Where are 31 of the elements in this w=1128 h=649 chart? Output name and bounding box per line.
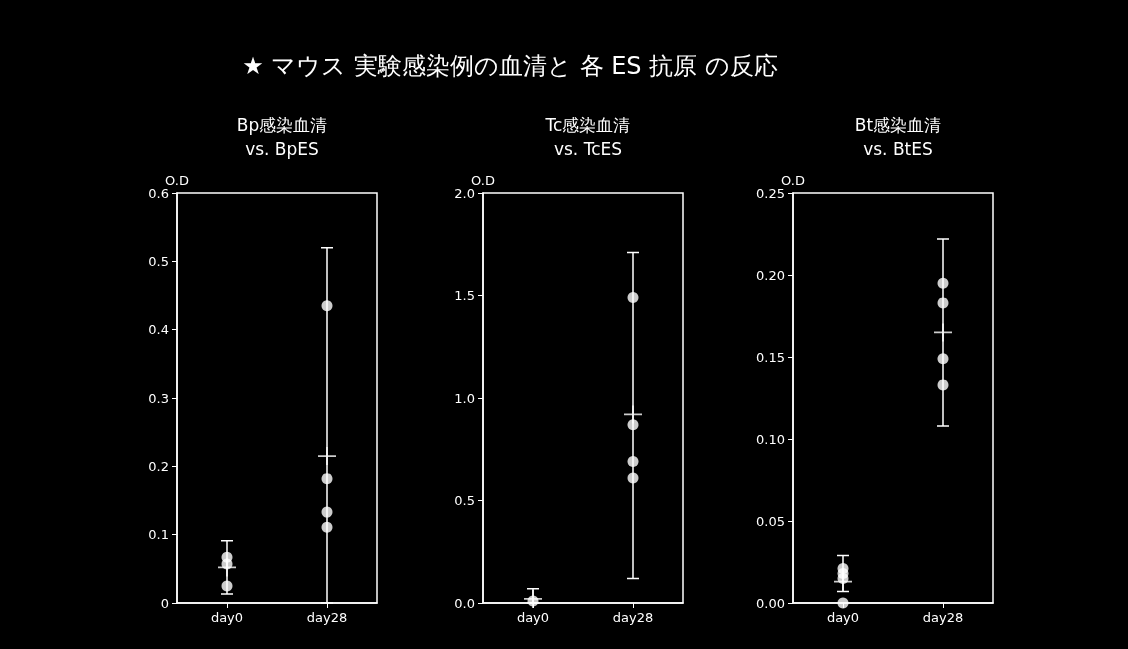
y-tick-label: 0.5 [454,493,475,508]
y-tick-label: 0.1 [148,527,169,543]
x-tick-label: day28 [306,610,348,625]
y-axis-title: O.D [165,172,189,188]
y-tick-label: 0.5 [148,253,169,269]
x-tick-label: day28 [922,610,964,625]
y-tick-label: 0.4 [148,322,169,338]
y-tick-label: 1.5 [454,288,475,303]
x-tick-label: day0 [516,610,550,625]
y-tick-label: 0.3 [148,390,169,406]
y-tick-label: 0.15 [756,349,785,365]
y-tick-label: 0.2 [148,458,169,474]
text: ★ マウス 実験感染例の血清と 各 ES 抗原 の反応 [241,51,779,82]
y-tick-label: 0.6 [148,185,169,201]
y-axis-title: O.D [781,172,805,188]
y-tick-label: 0.10 [756,431,785,447]
y-tick-label: 0.05 [756,513,785,529]
x-tick-label: day28 [612,610,654,625]
y-tick-label: 2.0 [454,185,475,201]
x-tick-label: day0 [826,610,860,625]
chart-title: Bt感染血清 vs. BtES [854,115,942,159]
x-tick-label: day0 [210,610,244,625]
chart-title: Tc感染血清 vs. TcES [544,115,631,159]
y-axis-title: O.D [471,172,495,188]
y-tick-label: 1.0 [454,390,475,406]
y-tick-label: 0 [160,595,169,611]
y-tick-label: 0.00 [756,595,785,611]
y-tick-label: 0.25 [756,185,785,201]
y-tick-label: 0.0 [454,595,475,611]
chart-title: Bp感染血清 vs. BpES [236,115,328,159]
y-tick-label: 0.20 [756,267,785,283]
